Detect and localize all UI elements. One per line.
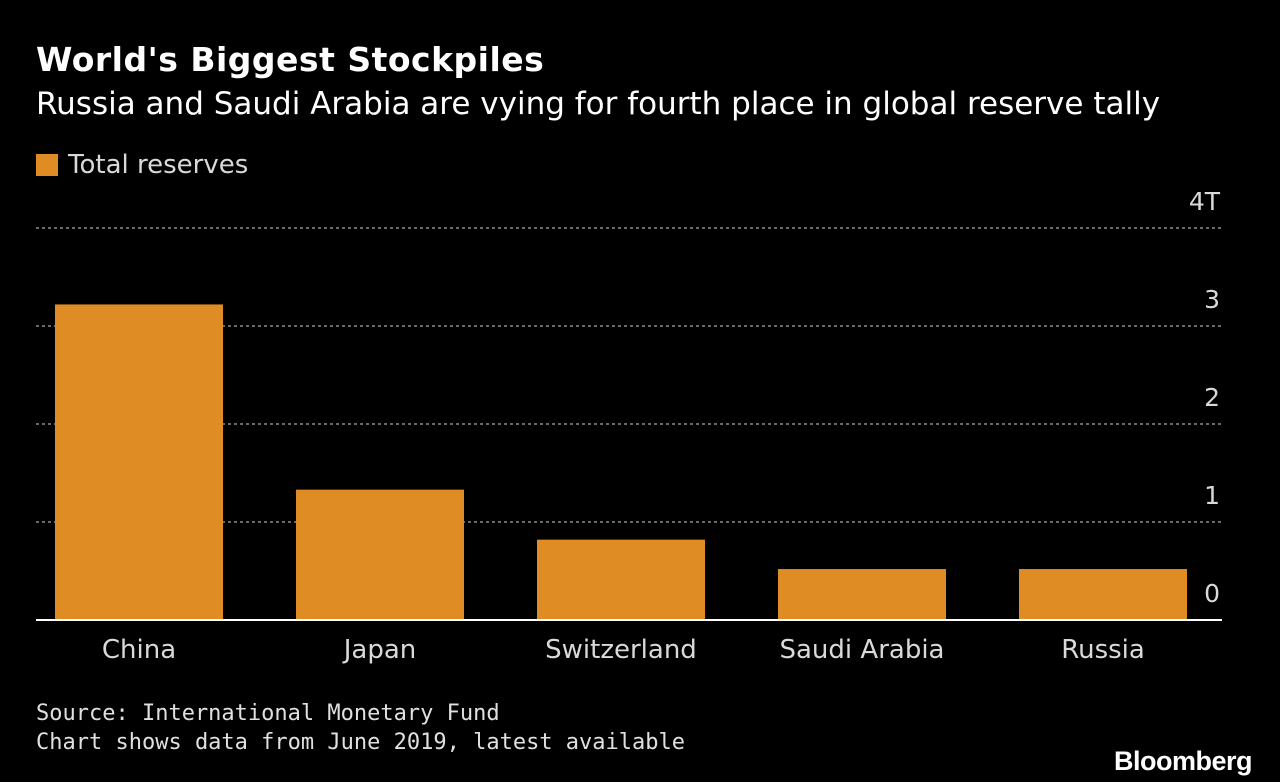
legend-swatch <box>36 154 58 176</box>
category-label: Switzerland <box>545 635 697 665</box>
bar-chart: 0 1 2 3 4T China Japan Switzerland Saudi Arabia… <box>36 187 1222 665</box>
category-labels: China Japan Switzerland Saudi Arabia Russia <box>102 635 1145 665</box>
source-note: Source: International Monetary Fund <box>36 701 500 726</box>
chart-subtitle: Russia and Saudi Arabia are vying for fo… <box>36 86 1161 122</box>
legend: Total reserves <box>36 150 248 180</box>
data-date-note: Chart shows data from June 2019, latest … <box>36 730 686 755</box>
legend-label: Total reserves <box>68 150 249 180</box>
category-label: Saudi Arabia <box>780 635 945 665</box>
y-tick-label: 2 <box>1204 383 1220 412</box>
category-label: China <box>102 635 176 665</box>
bars <box>55 304 1187 620</box>
y-tick-label: 3 <box>1204 285 1220 314</box>
bar-china <box>55 304 223 620</box>
y-tick-label: 1 <box>1204 481 1220 510</box>
y-tick-label: 0 <box>1204 579 1220 608</box>
bar-saudi-arabia <box>778 569 946 620</box>
category-label: Russia <box>1061 635 1145 665</box>
bar-russia <box>1019 569 1187 620</box>
category-label: Japan <box>342 635 417 665</box>
y-tick-label: 4T <box>1189 187 1221 216</box>
bar-japan <box>296 489 464 620</box>
bar-switzerland <box>537 539 705 620</box>
chart-title: World's Biggest Stockpiles <box>36 40 545 79</box>
y-axis-ticks: 0 1 2 3 4T <box>1189 187 1221 608</box>
bloomberg-logo: Bloomberg <box>1113 746 1253 776</box>
